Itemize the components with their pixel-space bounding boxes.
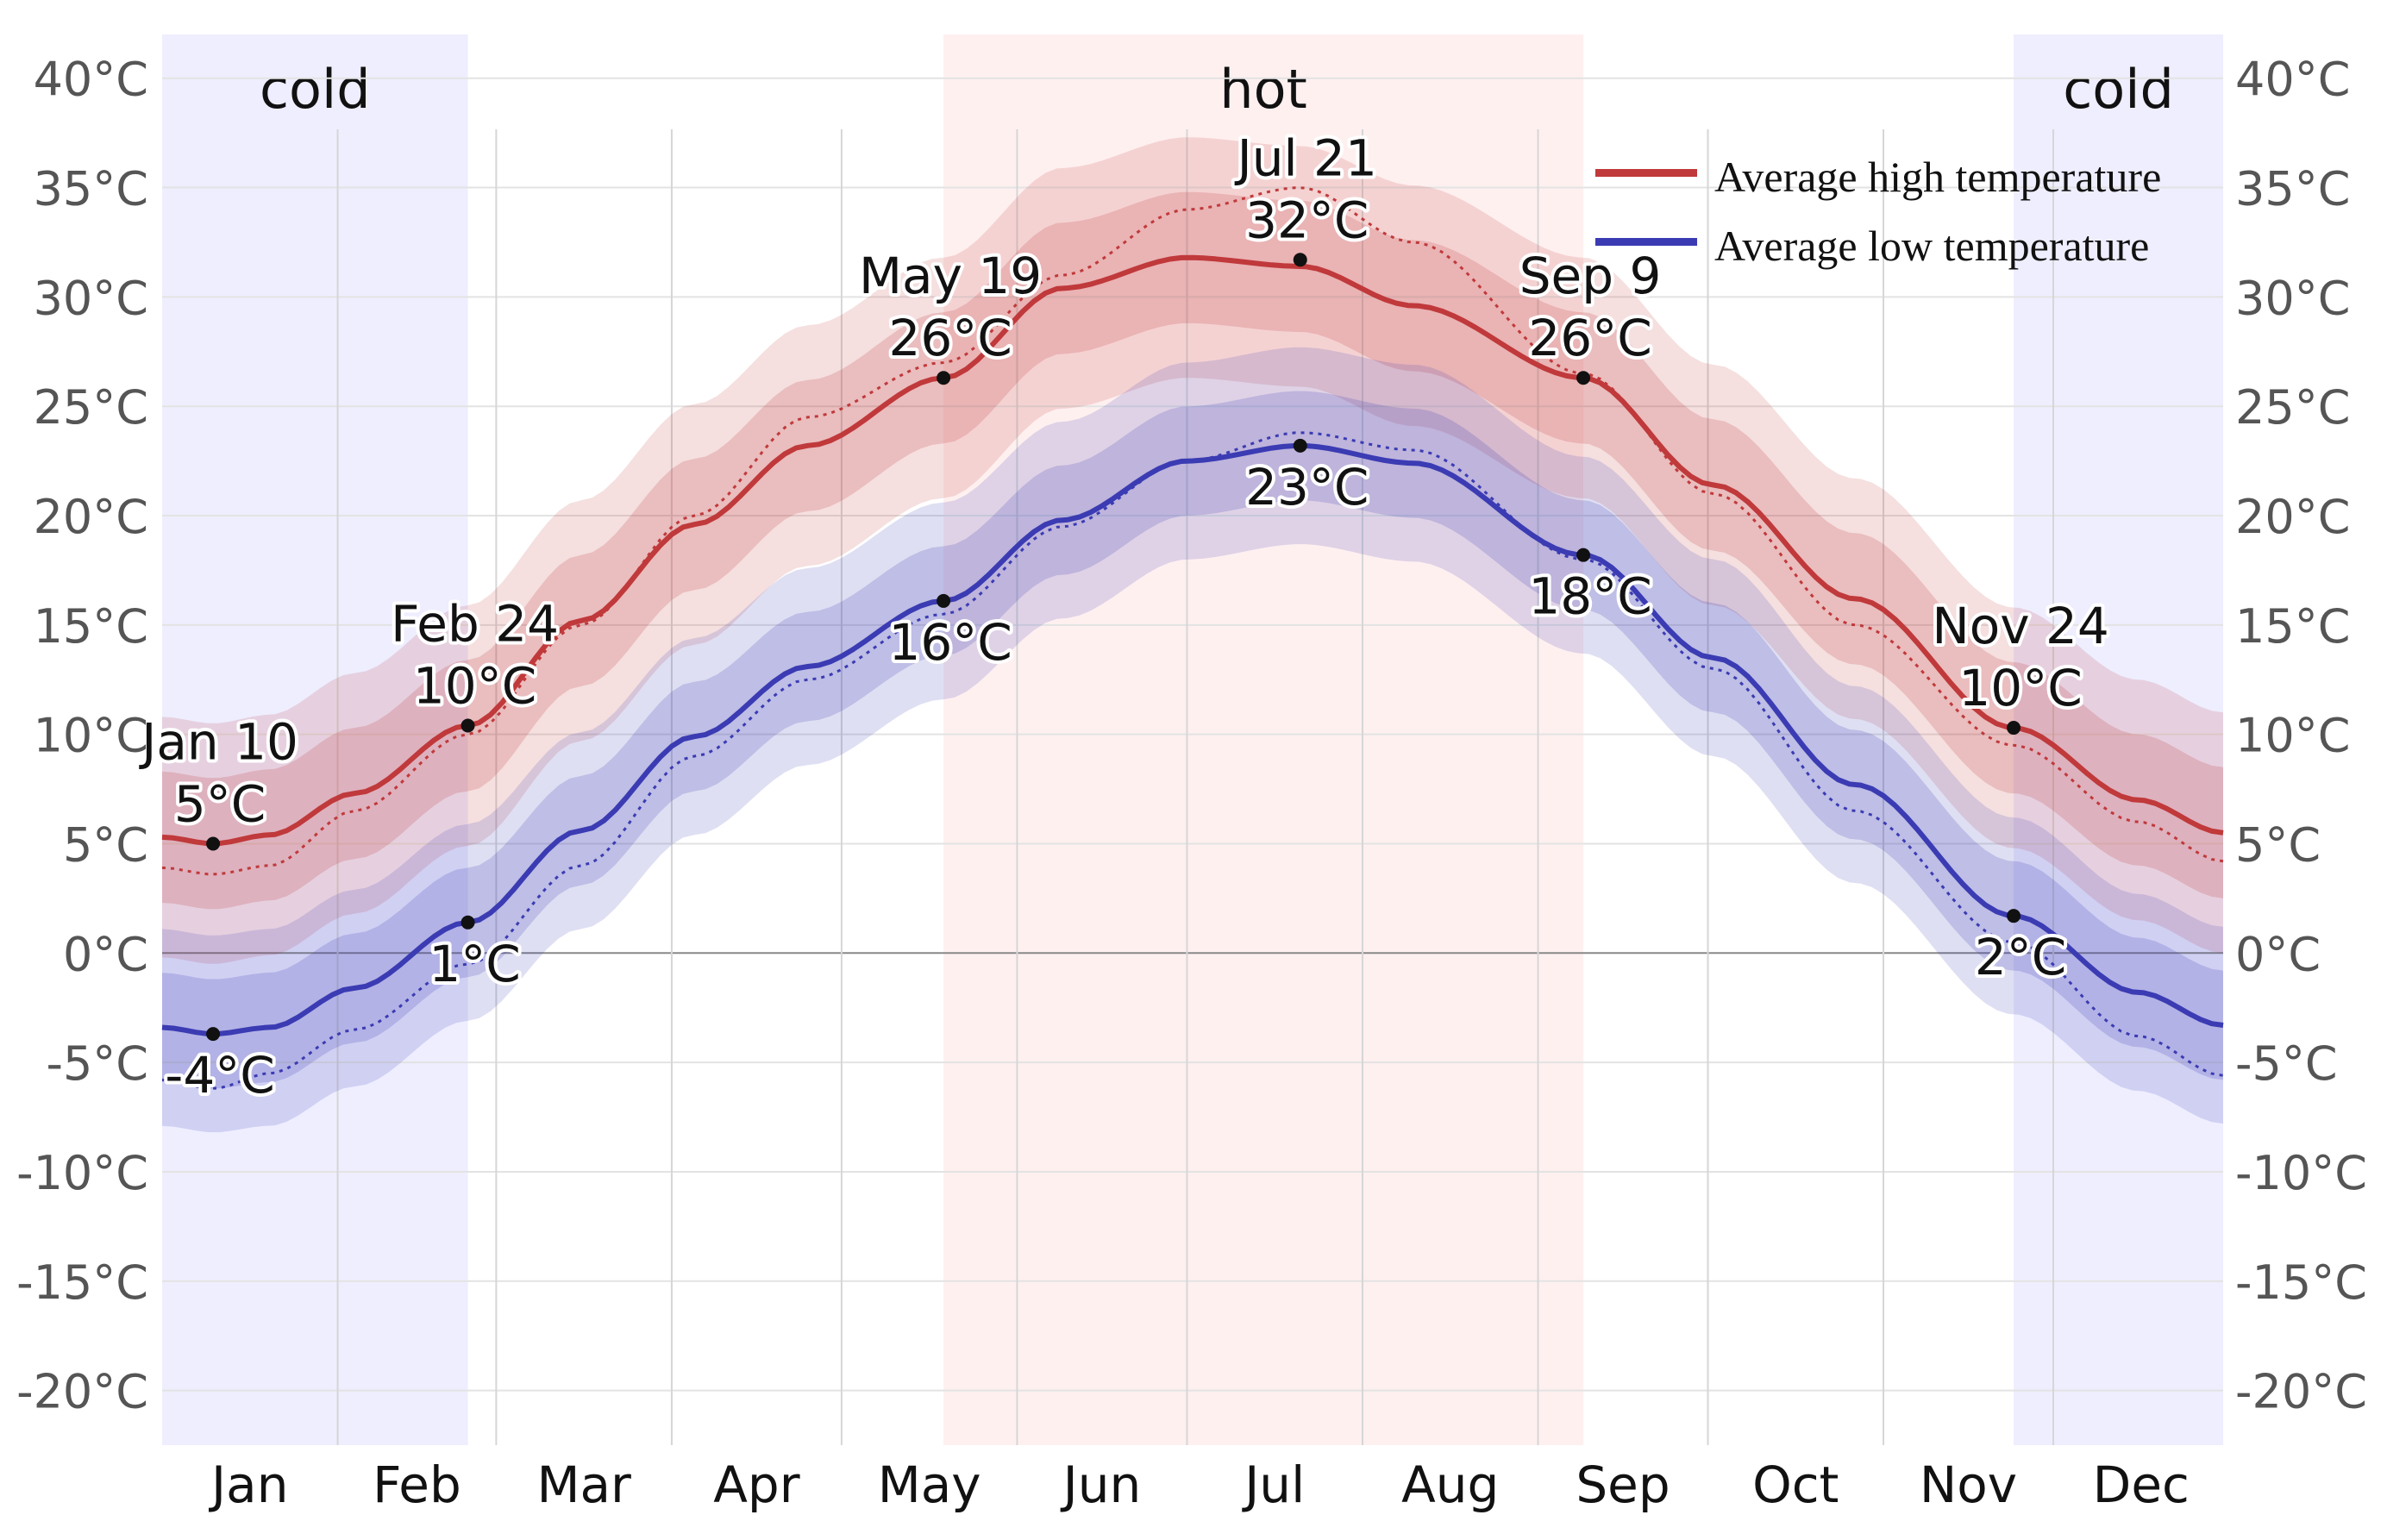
annotation-value: 10°C <box>413 657 536 716</box>
annotation-value: 1°C <box>429 935 520 993</box>
annotation-date: Jan 10 <box>139 712 298 771</box>
x-tick-label-nov: Nov <box>1920 1455 2017 1514</box>
y-tick-label-left: 0°C <box>63 927 148 981</box>
grid-lines <box>162 77 2223 1445</box>
x-tick-label-apr: Apr <box>713 1455 799 1514</box>
annotation-point <box>206 836 221 851</box>
series-0-dotted-line <box>161 186 2224 876</box>
range-bands <box>162 137 2223 1133</box>
annotation-value: 26°C <box>888 309 1012 367</box>
annotation-date: Nov 24 <box>1932 597 2108 655</box>
y-tick-label-right: 30°C <box>2235 271 2350 325</box>
x-tick-label-sep: Sep <box>1576 1455 1670 1514</box>
series-0-line <box>161 254 2224 847</box>
legend-swatch-1 <box>1595 238 1697 246</box>
y-tick-label-right: 20°C <box>2235 490 2350 544</box>
y-tick-label-left: -20°C <box>16 1365 148 1419</box>
annotation-date: Jul 21 <box>1235 128 1377 187</box>
legend-label-1: Average low temperature <box>1714 222 2149 270</box>
series-1-inner-band <box>162 391 2223 1089</box>
annotation-value: 23°C <box>1245 458 1369 516</box>
y-tick-label-right: -10°C <box>2235 1146 2367 1200</box>
series-0-outer-band <box>162 137 2223 964</box>
annotation-value: 18°C <box>1528 567 1651 626</box>
season-label: cold <box>2063 58 2174 121</box>
y-tick-label-left: 25°C <box>34 380 148 435</box>
series-0-inner-band <box>162 191 2223 910</box>
annotation-value: 2°C <box>1975 928 2066 986</box>
y-tick-label-left: -10°C <box>16 1146 148 1200</box>
y-tick-label-right: 0°C <box>2235 927 2321 981</box>
annotation-value: 32°C <box>1245 191 1369 249</box>
annotation-date: Feb 24 <box>391 595 559 654</box>
y-tick-label-right: -5°C <box>2235 1036 2338 1091</box>
annotation-point <box>460 718 475 733</box>
y-tick-label-left: 5°C <box>63 817 148 872</box>
x-tick-label-mar: Mar <box>536 1455 631 1514</box>
season-label: hot <box>1219 58 1307 121</box>
annotation-value: 5°C <box>174 774 266 833</box>
annotation-value: -4°C <box>165 1046 274 1105</box>
annotation-point <box>206 1027 221 1042</box>
x-tick-label-dec: Dec <box>2093 1455 2190 1514</box>
annotation-point <box>937 593 951 608</box>
annotation-point <box>1576 548 1591 562</box>
annotation-point <box>460 915 475 930</box>
legend-swatch-0 <box>1595 169 1697 177</box>
x-tick-label-jul: Jul <box>1242 1455 1305 1514</box>
annotation-point <box>2007 721 2021 736</box>
x-tick-label-aug: Aug <box>1401 1455 1499 1514</box>
series-1-outer-band <box>162 347 2223 1133</box>
annotation-point <box>1293 438 1307 453</box>
y-tick-label-left: -5°C <box>46 1036 148 1091</box>
annotation-point <box>2007 909 2021 923</box>
y-tick-label-right: -20°C <box>2235 1365 2367 1419</box>
x-tick-label-jun: Jun <box>1061 1455 1142 1514</box>
y-tick-label-right: 5°C <box>2235 817 2321 872</box>
x-tick-label-feb: Feb <box>373 1455 461 1514</box>
annotation-point <box>1576 371 1591 385</box>
x-tick-label-oct: Oct <box>1752 1455 1839 1514</box>
y-tick-label-right: -15°C <box>2235 1255 2367 1310</box>
y-tick-label-left: 15°C <box>34 599 148 654</box>
y-tick-label-right: 25°C <box>2235 380 2350 435</box>
axis-ticks: 40°C 40°C 35°C 35°C 30°C 30°C 25°C 25°C 20°C 20°C… <box>16 53 2367 1514</box>
y-tick-label-left: 30°C <box>34 271 148 325</box>
annotation-point <box>1293 253 1307 267</box>
y-tick-label-left: -15°C <box>16 1255 148 1310</box>
season-label: cold <box>260 58 371 121</box>
y-tick-label-left: 20°C <box>34 490 148 544</box>
series-1-line <box>161 443 2224 1036</box>
annotation-date: May 19 <box>859 247 1042 305</box>
season-band-cold <box>162 34 468 1445</box>
season-band-hot <box>943 34 1584 1445</box>
annotation-date: Sep 9 <box>1519 247 1662 305</box>
annotation-value: 16°C <box>888 613 1012 672</box>
legend: Average high temperature Average low temp… <box>1595 153 2161 270</box>
x-tick-label-jan: Jan <box>209 1455 288 1514</box>
annotation-value: 10°C <box>1958 659 2082 717</box>
y-tick-label-left: 10°C <box>34 709 148 763</box>
annotation-value: 26°C <box>1528 309 1651 367</box>
y-tick-label-left: 40°C <box>34 53 148 107</box>
y-tick-label-right: 35°C <box>2235 162 2350 216</box>
y-tick-label-left: 35°C <box>34 162 148 216</box>
y-tick-label-right: 40°C <box>2235 53 2350 107</box>
x-tick-label-may: May <box>878 1455 981 1514</box>
annotation-point <box>937 371 951 385</box>
series-1-dotted-line <box>161 431 2224 1090</box>
series-lines <box>161 186 2224 1090</box>
y-tick-label-right: 15°C <box>2235 599 2350 654</box>
y-tick-label-right: 10°C <box>2235 709 2350 763</box>
legend-label-0: Average high temperature <box>1714 153 2161 201</box>
